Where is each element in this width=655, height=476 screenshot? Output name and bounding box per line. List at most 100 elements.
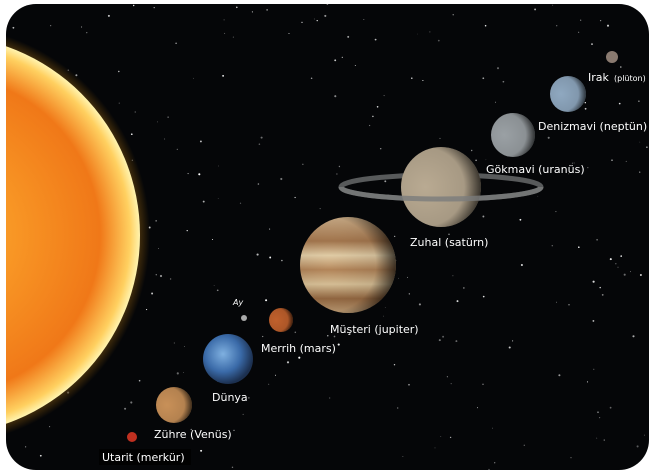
- star: [233, 37, 234, 38]
- star: [394, 236, 395, 237]
- star: [439, 339, 441, 341]
- star: [329, 397, 330, 398]
- star: [494, 462, 495, 463]
- mercury: [127, 432, 137, 442]
- star: [548, 137, 550, 139]
- star: [620, 255, 622, 257]
- star: [160, 275, 162, 277]
- star: [218, 166, 219, 167]
- star: [311, 77, 313, 79]
- star: [442, 336, 444, 338]
- star: [175, 42, 177, 44]
- star: [435, 448, 436, 449]
- page: Irak (plüton) Denizmavi (neptün) Gökmavi…: [0, 0, 655, 476]
- star: [409, 293, 410, 294]
- star: [281, 260, 283, 262]
- star: [558, 374, 560, 376]
- star: [450, 437, 451, 438]
- star: [252, 11, 253, 12]
- star: [585, 102, 586, 103]
- star: [419, 303, 421, 305]
- star: [268, 384, 269, 385]
- star: [556, 302, 557, 303]
- star: [261, 137, 263, 139]
- star: [552, 245, 553, 246]
- star: [587, 167, 588, 168]
- star: [295, 332, 297, 334]
- star: [383, 316, 384, 317]
- star: [280, 178, 282, 180]
- star: [266, 9, 268, 11]
- star: [600, 20, 601, 21]
- star: [294, 197, 295, 198]
- jupiter-shade: [300, 217, 396, 313]
- star: [174, 343, 175, 344]
- star: [592, 320, 594, 322]
- star: [275, 375, 276, 376]
- star: [475, 159, 477, 161]
- star: [398, 278, 399, 279]
- star: [534, 8, 536, 10]
- star: [440, 138, 441, 139]
- star: [372, 116, 374, 118]
- star: [524, 445, 525, 446]
- star: [377, 106, 379, 108]
- star: [369, 125, 370, 126]
- star: [240, 203, 241, 204]
- star: [339, 166, 340, 167]
- star: [380, 148, 381, 149]
- star: [394, 364, 395, 365]
- star: [447, 376, 448, 377]
- star: [452, 275, 453, 276]
- star: [363, 19, 364, 20]
- star: [640, 274, 642, 276]
- star: [342, 57, 343, 58]
- star: [184, 346, 185, 347]
- star: [639, 171, 640, 172]
- star: [187, 230, 188, 231]
- star: [203, 201, 205, 203]
- star: [222, 75, 224, 77]
- star: [596, 239, 598, 241]
- star: [375, 39, 377, 41]
- star: [139, 380, 141, 382]
- star: [407, 277, 408, 278]
- star: [258, 183, 260, 185]
- star: [477, 407, 478, 408]
- star: [578, 32, 579, 33]
- star: [154, 7, 155, 8]
- star: [438, 40, 440, 42]
- star: [287, 361, 289, 363]
- star: [347, 36, 349, 38]
- star: [408, 384, 410, 386]
- star: [455, 340, 457, 342]
- star: [177, 149, 178, 150]
- star: [288, 33, 289, 34]
- star: [632, 335, 634, 337]
- star: [298, 357, 300, 359]
- neptune-label: Denizmavi (neptün): [538, 120, 647, 133]
- star: [385, 307, 386, 308]
- star: [158, 248, 159, 249]
- star: [320, 208, 321, 209]
- star: [620, 66, 622, 68]
- star: [624, 274, 626, 276]
- star: [200, 450, 202, 452]
- star: [168, 117, 169, 118]
- star: [503, 81, 505, 83]
- venus-shade: [156, 387, 192, 423]
- star: [214, 285, 215, 286]
- star: [224, 19, 225, 20]
- star: [492, 428, 493, 429]
- star: [611, 159, 613, 161]
- star: [198, 173, 200, 175]
- star: [597, 411, 599, 413]
- star: [108, 15, 110, 17]
- moon-label: Ay: [232, 298, 243, 307]
- star: [471, 150, 472, 151]
- star: [485, 25, 487, 27]
- star: [130, 401, 132, 403]
- mercury-label: Utarit (merkür): [102, 451, 185, 464]
- star: [302, 164, 303, 165]
- star: [156, 274, 157, 275]
